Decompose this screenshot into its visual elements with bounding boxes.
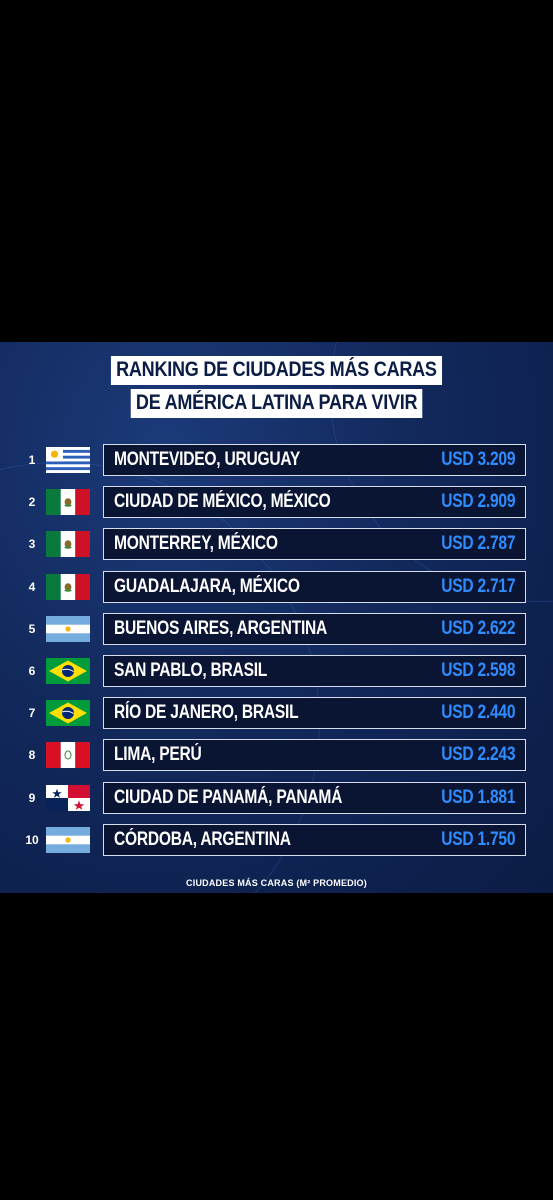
city-box: GUADALAJARA, MÉXICO USD 2.717 [103, 570, 526, 603]
city-box: BUENOS AIRES, ARGENTINA USD 2.622 [103, 612, 526, 645]
brazil-flag-icon [46, 700, 90, 727]
ranking-row: 1 MONTEVIDEO, URUGUAY USD 3.209 [0, 444, 553, 476]
city-price: USD 1.750 [440, 828, 515, 850]
rank-number: 3 [28, 537, 36, 552]
city-price: USD 2.909 [440, 491, 515, 513]
uruguay-flag-icon [46, 447, 90, 473]
argentina-flag-icon [46, 826, 90, 853]
rank-number: 2 [28, 495, 36, 510]
city-box: LIMA, PERÚ USD 2.243 [103, 739, 526, 772]
city-name: GUADALAJARA, MÉXICO [114, 575, 300, 597]
rank-number: 8 [28, 748, 36, 763]
city-price: USD 3.209 [440, 449, 515, 470]
peru-flag-icon [46, 742, 90, 769]
rank-number: 5 [28, 621, 36, 636]
city-price: USD 2.787 [440, 533, 515, 555]
city-name: MONTEVIDEO, URUGUAY [114, 449, 301, 470]
city-box: SAN PABLO, BRASIL USD 2.598 [103, 655, 526, 687]
ranking-row: 2 CIUDAD DE MÉXICO, MÉXICO USD 2.909 [0, 486, 553, 519]
ranking-row: 7 RÍO DE JANERO, BRASIL USD 2.440 [0, 697, 553, 730]
city-price: USD 2.243 [440, 744, 515, 766]
rank-number: 4 [28, 579, 36, 594]
city-price: USD 1.881 [440, 786, 515, 808]
ranking-row: 10 CÓRDOBA, ARGENTINA USD 1.750 [0, 823, 553, 856]
mexico-flag-icon [46, 531, 90, 558]
city-name: RÍO DE JANERO, BRASIL [114, 702, 299, 724]
city-box: MONTEVIDEO, URUGUAY USD 3.209 [103, 444, 526, 476]
argentina-flag-icon [46, 615, 90, 642]
mexico-flag-icon [46, 573, 90, 600]
city-price: USD 2.598 [440, 660, 515, 681]
ranking-row: 3 MONTERREY, MÉXICO USD 2.787 [0, 528, 553, 561]
page-title: RANKING DE CIUDADES MÁS CARAS DE AMÉRICA… [0, 356, 553, 418]
rank-number: 10 [25, 832, 39, 847]
city-price: USD 2.717 [440, 575, 515, 597]
city-name: BUENOS AIRES, ARGENTINA [114, 617, 328, 639]
city-box: MONTERREY, MÉXICO USD 2.787 [103, 528, 526, 561]
city-name: CIUDAD DE PANAMÁ, PANAMÁ [114, 786, 343, 808]
city-box: RÍO DE JANERO, BRASIL USD 2.440 [103, 697, 526, 730]
city-name: CIUDAD DE MÉXICO, MÉXICO [114, 491, 331, 513]
title-line-1: RANKING DE CIUDADES MÁS CARAS [111, 356, 442, 385]
panama-flag-icon [46, 784, 90, 811]
rank-number: 7 [28, 706, 36, 721]
city-box: CIUDAD DE MÉXICO, MÉXICO USD 2.909 [103, 486, 526, 519]
title-line-2: DE AMÉRICA LATINA PARA VIVIR [130, 389, 423, 418]
city-box: CÓRDOBA, ARGENTINA USD 1.750 [103, 823, 526, 856]
city-name: MONTERREY, MÉXICO [114, 533, 278, 555]
mexico-flag-icon [46, 489, 90, 516]
infographic-panel: RANKING DE CIUDADES MÁS CARAS DE AMÉRICA… [0, 342, 553, 893]
footer-caption: CIUDADES MÁS CARAS (M² PROMEDIO) [186, 878, 367, 888]
ranking-row: 5 BUENOS AIRES, ARGENTINA USD 2.622 [0, 612, 553, 645]
city-name: CÓRDOBA, ARGENTINA [114, 828, 291, 850]
ranking-row: 8 LIMA, PERÚ USD 2.243 [0, 739, 553, 772]
rank-number: 6 [28, 664, 36, 678]
city-price: USD 2.622 [440, 617, 515, 639]
brazil-flag-icon [46, 658, 90, 684]
city-name: SAN PABLO, BRASIL [114, 660, 268, 681]
rank-number: 1 [28, 453, 36, 467]
ranking-row: 6 SAN PABLO, BRASIL USD 2.598 [0, 655, 553, 687]
ranking-row: 9 CIUDAD DE PANAMÁ, PANAMÁ USD 1.881 [0, 781, 553, 814]
ranking-row: 4 GUADALAJARA, MÉXICO USD 2.717 [0, 570, 553, 603]
city-price: USD 2.440 [440, 702, 515, 724]
rank-number: 9 [28, 790, 36, 805]
city-name: LIMA, PERÚ [114, 744, 202, 766]
city-box: CIUDAD DE PANAMÁ, PANAMÁ USD 1.881 [103, 781, 526, 814]
